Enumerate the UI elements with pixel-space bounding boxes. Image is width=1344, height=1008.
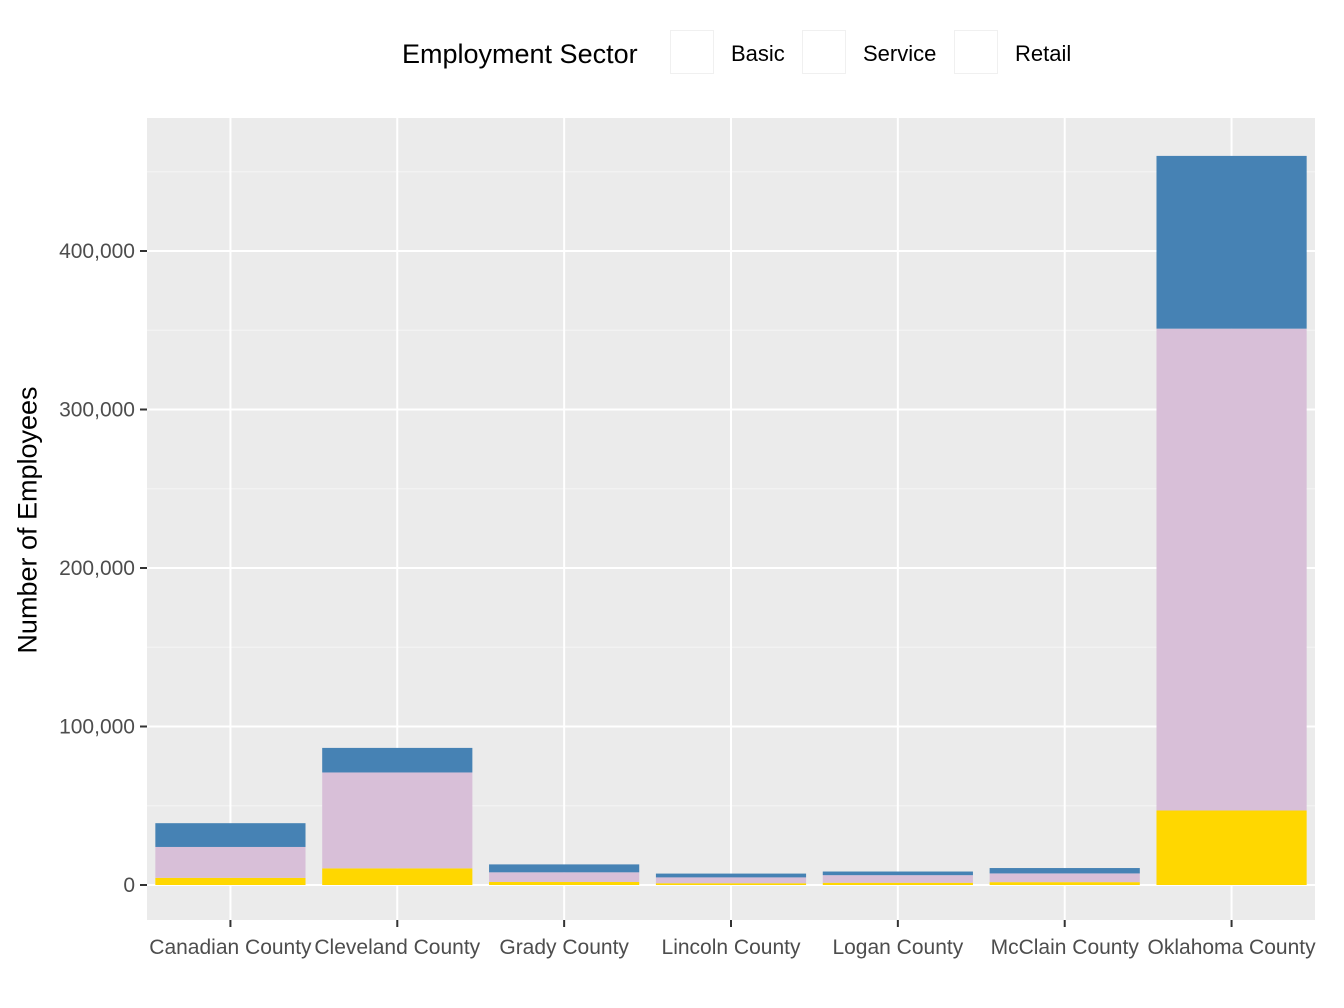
legend-label-basic: Basic <box>731 41 785 66</box>
bar-segment-basic <box>1156 155 1307 329</box>
x-tick-label: Canadian County <box>149 936 312 959</box>
bar-segment-retail <box>822 882 973 885</box>
bar-segment-retail <box>489 881 640 885</box>
legend: Employment Sector Basic Service Retail <box>0 28 1344 78</box>
legend-key-retail <box>954 30 998 74</box>
legend-label-retail: Retail <box>1015 41 1072 66</box>
bar-segment-service <box>989 873 1140 883</box>
y-tick-label: 200,000 <box>59 557 135 580</box>
bar-segment-service <box>155 846 306 878</box>
bar-segment-basic <box>322 747 473 773</box>
y-axis: 0 100,000 200,000 300,000 400,000 <box>59 240 147 897</box>
x-tick-label: Grady County <box>499 936 629 959</box>
bar-segment-service <box>1156 328 1307 811</box>
x-tick-label: Lincoln County <box>662 936 801 959</box>
bar-segment-basic <box>822 871 973 876</box>
bar-segment-basic <box>989 868 1140 874</box>
bar-segment-basic <box>489 864 640 873</box>
major-gridlines <box>147 118 1315 920</box>
bar-segment-retail <box>155 877 306 885</box>
bar-segment-service <box>322 772 473 869</box>
y-axis-title: Number of Employees <box>12 386 43 654</box>
bar-segment-service <box>655 877 807 884</box>
bar-segment-retail <box>655 883 807 885</box>
y-tick-label: 0 <box>123 874 135 897</box>
bar-segment-retail <box>989 882 1140 885</box>
y-tick-label: 300,000 <box>59 399 135 422</box>
legend-key-service <box>802 30 846 74</box>
bar-segment-basic <box>655 873 807 878</box>
x-tick-label: Oklahoma County <box>1148 936 1317 959</box>
y-tick-label: 100,000 <box>59 716 135 739</box>
bar-segment-service <box>822 875 973 883</box>
bar-segment-service <box>489 872 640 882</box>
x-axis: Canadian County Cleveland County Grady Cou… <box>149 920 1316 959</box>
bars <box>155 155 1307 885</box>
x-tick-label: McClain County <box>991 936 1140 959</box>
y-tick-label: 400,000 <box>59 240 135 263</box>
bar-segment-retail <box>322 868 473 885</box>
legend-label-service: Service <box>863 41 937 66</box>
x-tick-label: Logan County <box>832 936 963 959</box>
bar-segment-retail <box>1156 810 1307 885</box>
legend-title: Employment Sector <box>402 39 638 69</box>
legend-key-basic <box>670 30 714 74</box>
bar-segment-basic <box>155 823 306 847</box>
x-tick-label: Cleveland County <box>314 936 480 959</box>
